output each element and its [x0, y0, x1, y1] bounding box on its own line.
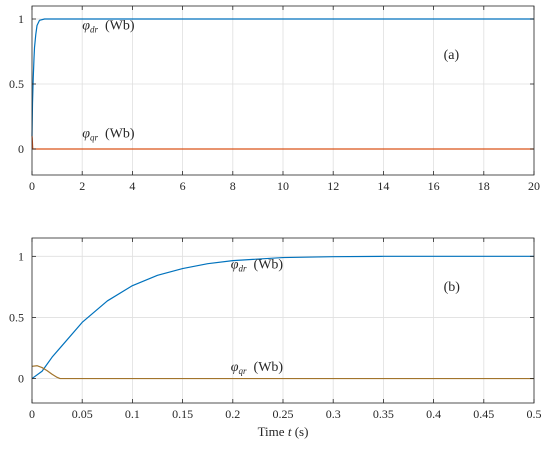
- x-tick-label: 4: [129, 179, 135, 193]
- x-tick-label: 12: [327, 179, 339, 193]
- y-tick-label: 0: [18, 142, 24, 156]
- panel-b: 0 0.05 0.1 0.15 0.2 0.25 0.3 0.35 0.4 0.45 0.5 0 0.5…: [9, 237, 542, 439]
- x-tick-label: 0.5: [527, 407, 542, 421]
- annotation-phi-qr: φqr (Wb): [231, 360, 284, 376]
- y-tick-label: 0: [18, 372, 24, 386]
- panel-a: 0 2 4 6 8 10 12 14 16 18 20 0 0.5 1 φdr (Wb) φqr (Wb) (a…: [9, 5, 540, 193]
- x-tick-label: 10: [277, 179, 289, 193]
- annotation-phi-dr: φdr (Wb): [82, 18, 135, 34]
- x-axis-label: Time t (s): [258, 424, 309, 439]
- annotation-phi-dr: φdr (Wb): [231, 258, 284, 274]
- x-tick-label: 0: [29, 407, 35, 421]
- x-tick-label: 0.35: [373, 407, 394, 421]
- series-line-2: [31, 365, 534, 380]
- x-tick-label: 14: [377, 179, 389, 193]
- x-tick-label: 0.45: [473, 407, 494, 421]
- x-tick-label: 0.3: [326, 407, 341, 421]
- x-tick-label: 0: [29, 179, 35, 193]
- x-tick-label: 0.15: [172, 407, 193, 421]
- x-tick-label: 0.4: [426, 407, 441, 421]
- annotation-phi-qr: φqr (Wb): [82, 126, 135, 142]
- panel-label: (a): [444, 48, 460, 63]
- series-line-1: [31, 18, 534, 137]
- panel-label: (b): [444, 280, 461, 295]
- x-tick-label: 16: [428, 179, 440, 193]
- series-line-1: [31, 255, 534, 380]
- y-tick-label: 0.5: [9, 77, 24, 91]
- y-tick-label: 1: [18, 12, 24, 26]
- x-tick-label: 8: [230, 179, 236, 193]
- x-tick-label: 0.2: [225, 407, 240, 421]
- x-tick-label: 20: [528, 179, 540, 193]
- y-tick-label: 0.5: [9, 310, 24, 324]
- x-tick-label: 0.25: [273, 407, 294, 421]
- x-tick-label: 2: [79, 179, 85, 193]
- y-tick-label: 1: [18, 249, 24, 263]
- x-tick-label: 0.05: [72, 407, 93, 421]
- x-tick-label: 18: [478, 179, 490, 193]
- x-tick-label: 6: [180, 179, 186, 193]
- x-tick-label: 0.1: [125, 407, 140, 421]
